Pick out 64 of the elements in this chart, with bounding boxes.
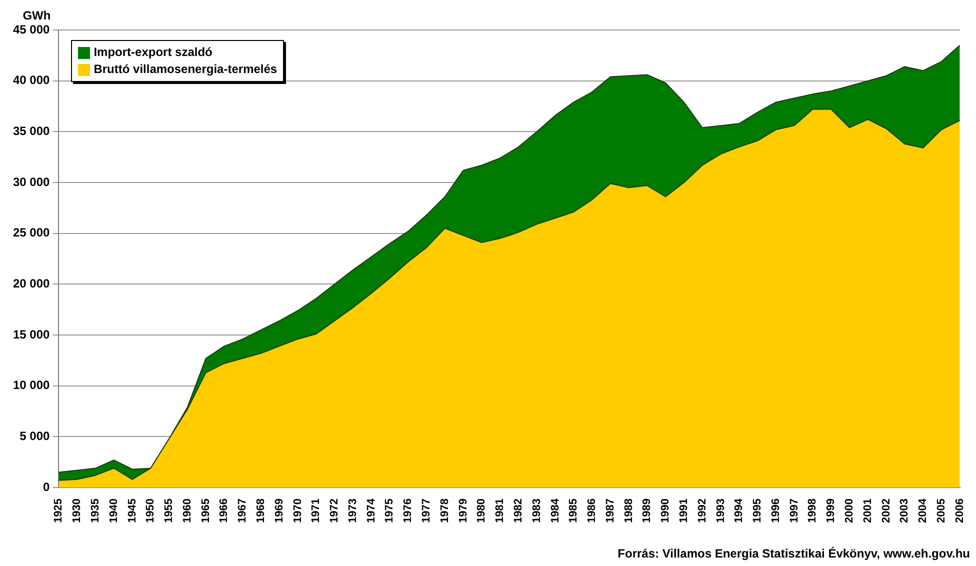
x-tick-label: 2002 [880, 498, 892, 524]
x-tick-label: 1997 [788, 498, 800, 524]
y-tick-label: 45 000 [13, 22, 50, 36]
x-tick-label: 1982 [512, 498, 524, 524]
y-tick-label: 35 000 [13, 124, 50, 138]
x-tick-label: 1960 [181, 498, 194, 524]
x-tick-label: 1965 [200, 498, 212, 524]
x-tick-label: 1981 [494, 498, 506, 524]
x-tick-label: 2001 [862, 498, 874, 524]
text: Forrás: Villamos Energia Statisztikai Évkönyv, www.eh.gov.hu [618, 546, 970, 560]
x-tick-label: 1989 [641, 498, 654, 524]
x-tick-label: 1996 [770, 498, 782, 524]
x-tick-label: 1976 [402, 498, 414, 524]
x-tick-label: 1945 [126, 498, 138, 524]
x-tick-label: 2005 [935, 498, 948, 524]
x-tick-label: 1971 [310, 498, 322, 524]
y-tick-label: 0 [43, 480, 50, 494]
x-tick-label: 1984 [549, 498, 562, 524]
x-tick-label: 1993 [714, 498, 727, 524]
x-tick-label: 1925 [52, 498, 65, 524]
y-tick-label: 15 000 [13, 327, 50, 342]
y-tick-label: 25 000 [13, 226, 50, 240]
x-tick-label: 1955 [163, 498, 176, 524]
x-tick-label: 1991 [678, 498, 690, 524]
x-tick-label: 1969 [273, 498, 286, 524]
x-tick-label: 1977 [420, 498, 433, 524]
x-tick-label: 1972 [328, 498, 341, 524]
x-tick-label: 1999 [825, 498, 838, 524]
x-tick-label: 1990 [660, 498, 672, 524]
x-tick-label: 1983 [530, 498, 543, 524]
legend-label: Import-export szaldó [94, 44, 212, 61]
x-tick-label: 1980 [476, 498, 488, 524]
x-tick-label: 1995 [752, 498, 764, 524]
x-tick-label: 1987 [604, 498, 616, 524]
x-tick-label: 1968 [255, 498, 268, 524]
x-tick-label: 1998 [806, 498, 819, 524]
x-tick-label: 2006 [954, 498, 966, 524]
x-tick-label: 1974 [365, 498, 378, 524]
x-tick-label: 1930 [71, 498, 84, 524]
y-tick-label: 40 000 [13, 73, 50, 88]
y-tick-label: 5 000 [20, 429, 50, 444]
y-tick-label: 30 000 [13, 174, 50, 189]
x-tick-label: 1973 [346, 498, 359, 524]
y-axis-title: GWh [22, 8, 51, 22]
x-tick-label: 1950 [144, 498, 157, 524]
x-tick-label: 1940 [108, 498, 120, 524]
x-tick-label: 1975 [384, 498, 396, 524]
x-tick-label: 1994 [733, 498, 746, 524]
legend-label: Bruttó villamosenergia-termelés [94, 61, 278, 78]
x-tick-label: 1988 [622, 498, 635, 524]
x-tick-label: 1935 [90, 498, 102, 524]
x-tick-label: 1970 [292, 498, 304, 524]
x-tick-label: 1992 [696, 498, 708, 524]
x-tick-label: 1986 [586, 498, 598, 524]
x-tick-label: 1967 [236, 498, 249, 524]
x-tick-label: 1966 [218, 498, 230, 524]
y-tick-label: 20 000 [13, 276, 50, 290]
x-tick-label: 1978 [438, 498, 451, 524]
x-tick-label: 2003 [898, 498, 911, 524]
x-tick-label: 1985 [568, 498, 580, 524]
x-tick-label: 2000 [843, 498, 856, 524]
x-tick-label: 2004 [917, 498, 930, 524]
y-tick-label: 10 000 [13, 378, 50, 392]
x-tick-label: 1979 [457, 498, 470, 524]
